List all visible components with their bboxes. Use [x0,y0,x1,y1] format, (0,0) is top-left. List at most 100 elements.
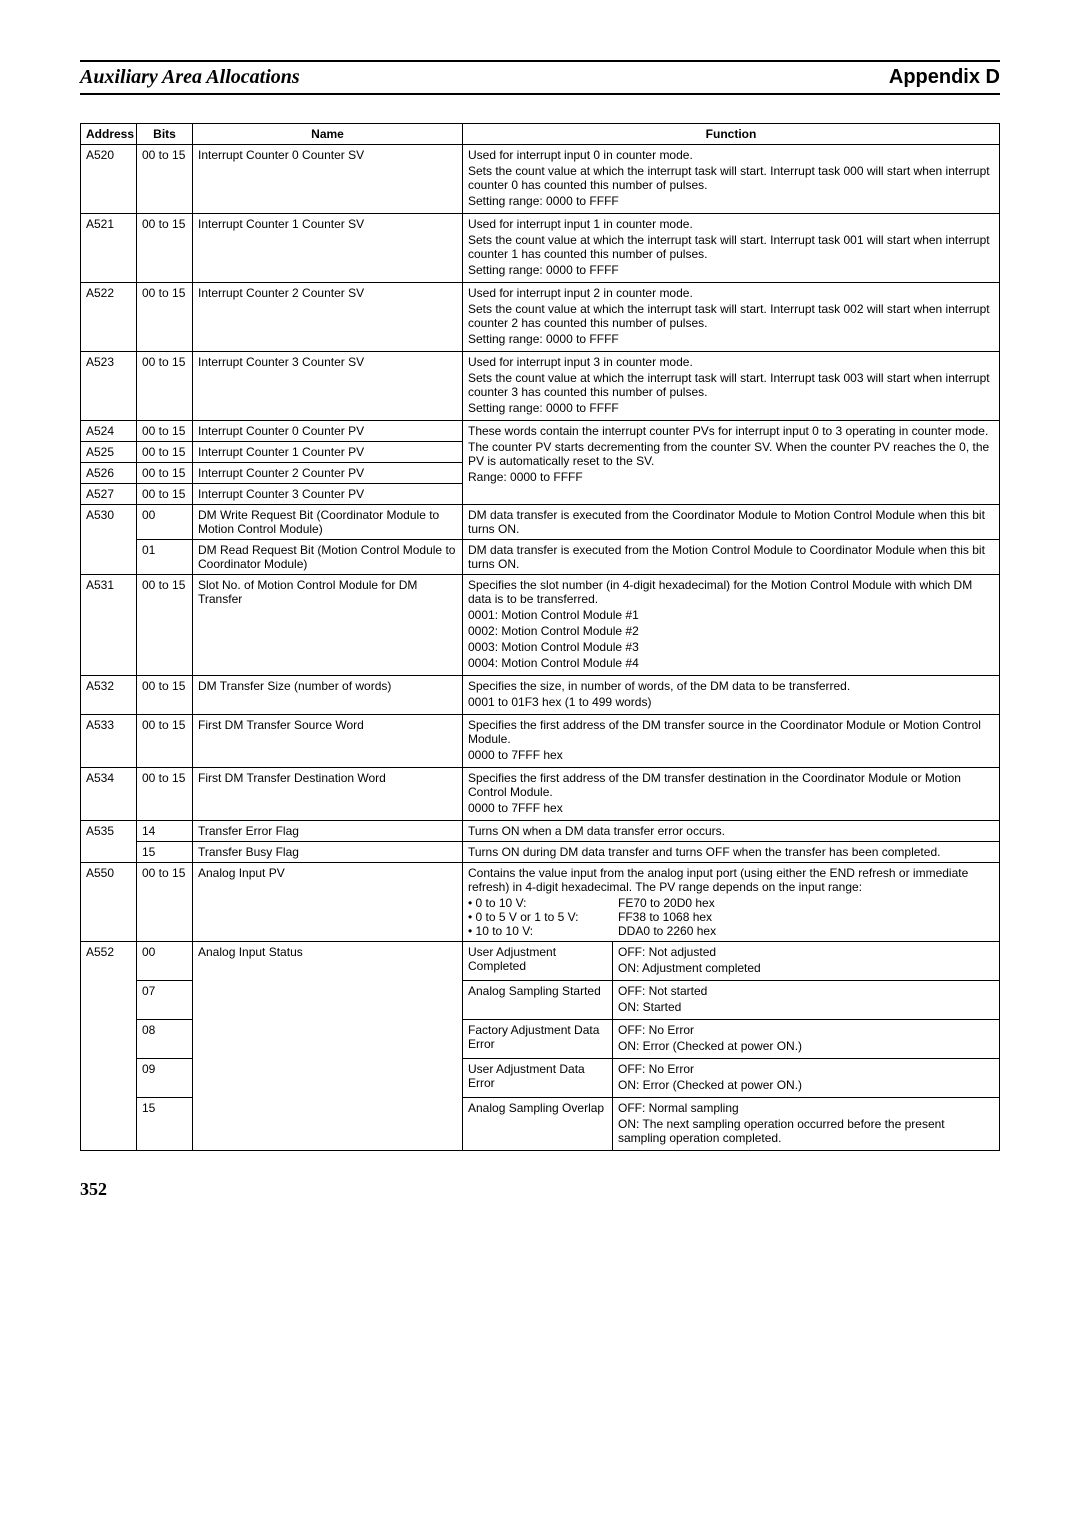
cell-bits: 08 [137,1020,193,1059]
cell-subfunction: User Adjustment Completed [463,942,613,981]
table-row: A534 00 to 15 First DM Transfer Destinat… [81,768,1000,821]
cell-bits: 00 to 15 [137,352,193,421]
cell-function: DM data transfer is executed from the Co… [463,505,1000,540]
range-row: • 10 to 10 V: DDA0 to 2260 hex [468,924,994,938]
table-header-row: Address Bits Name Function [81,124,1000,145]
cell-bits: 00 to 15 [137,442,193,463]
cell-address: A525 [81,442,137,463]
table-row: A523 00 to 15 Interrupt Counter 3 Counte… [81,352,1000,421]
func-line: Used for interrupt input 0 in counter mo… [468,148,994,162]
table-row: A522 00 to 15 Interrupt Counter 2 Counte… [81,283,1000,352]
func-line: Sets the count value at which the interr… [468,233,994,261]
table-row: A532 00 to 15 DM Transfer Size (number o… [81,676,1000,715]
cell-bits: 01 [137,540,193,575]
cell-address: A531 [81,575,137,676]
cell-bits: 14 [137,821,193,842]
cell-function: Specifies the size, in number of words, … [463,676,1000,715]
cell-name: Transfer Busy Flag [193,842,463,863]
state-off: OFF: No Error [618,1062,994,1076]
cell-name: Interrupt Counter 0 Counter SV [193,145,463,214]
cell-address: A524 [81,421,137,442]
func-line: Used for interrupt input 2 in counter mo… [468,286,994,300]
table-row: A552 00 Analog Input Status User Adjustm… [81,942,1000,981]
cell-name: Interrupt Counter 2 Counter PV [193,463,463,484]
state-off: OFF: Not adjusted [618,945,994,959]
cell-subfunction: Analog Sampling Started [463,981,613,1020]
cell-function: Specifies the slot number (in 4-digit he… [463,575,1000,676]
state-off: OFF: No Error [618,1023,994,1037]
cell-bits: 00 to 15 [137,463,193,484]
range-value: DDA0 to 2260 hex [618,924,716,938]
cell-name: Analog Input Status [193,942,463,1151]
cell-subfunction: Analog Sampling Overlap [463,1098,613,1151]
col-bits: Bits [137,124,193,145]
func-line: Sets the count value at which the interr… [468,302,994,330]
col-name: Name [193,124,463,145]
cell-bits: 00 to 15 [137,863,193,942]
cell-name: Interrupt Counter 2 Counter SV [193,283,463,352]
func-line: 0001 to 01F3 hex (1 to 499 words) [468,695,994,709]
func-line: 0000 to 7FFF hex [468,748,994,762]
func-line: Sets the count value at which the interr… [468,371,994,399]
func-line: Used for interrupt input 3 in counter mo… [468,355,994,369]
cell-state: OFF: Normal sampling ON: The next sampli… [613,1098,1000,1151]
func-line: Setting range: 0000 to FFFF [468,401,994,415]
state-off: OFF: Not started [618,984,994,998]
func-line: Setting range: 0000 to FFFF [468,194,994,208]
cell-state: OFF: No Error ON: Error (Checked at powe… [613,1020,1000,1059]
cell-name: Transfer Error Flag [193,821,463,842]
col-function: Function [463,124,1000,145]
cell-bits: 00 to 15 [137,484,193,505]
cell-address: A532 [81,676,137,715]
cell-bits: 00 to 15 [137,421,193,442]
cell-bits: 15 [137,842,193,863]
cell-function: Contains the value input from the analog… [463,863,1000,942]
range-label: • 10 to 10 V: [468,924,618,938]
func-line: Specifies the first address of the DM tr… [468,771,994,799]
cell-name: Interrupt Counter 1 Counter SV [193,214,463,283]
func-line: Sets the count value at which the interr… [468,164,994,192]
table-row: A535 14 Transfer Error Flag Turns ON whe… [81,821,1000,842]
cell-address: A520 [81,145,137,214]
allocations-table: Address Bits Name Function A520 00 to 15… [80,123,1000,1151]
cell-function: Used for interrupt input 3 in counter mo… [463,352,1000,421]
cell-name: Interrupt Counter 3 Counter SV [193,352,463,421]
func-line: 0002: Motion Control Module #2 [468,624,994,638]
func-line: Specifies the size, in number of words, … [468,679,994,693]
table-row: A521 00 to 15 Interrupt Counter 1 Counte… [81,214,1000,283]
range-value: FF38 to 1068 hex [618,910,712,924]
func-line: 0001: Motion Control Module #1 [468,608,994,622]
cell-function: Specifies the first address of the DM tr… [463,715,1000,768]
cell-function: These words contain the interrupt counte… [463,421,1000,505]
cell-name: Slot No. of Motion Control Module for DM… [193,575,463,676]
cell-bits: 07 [137,981,193,1020]
func-line: These words contain the interrupt counte… [468,424,994,438]
func-line: 0003: Motion Control Module #3 [468,640,994,654]
page-header: Auxiliary Area Allocations Appendix D [80,60,1000,95]
state-on: ON: Error (Checked at power ON.) [618,1039,994,1053]
range-value: FE70 to 20D0 hex [618,896,715,910]
table-row: 15 Transfer Busy Flag Turns ON during DM… [81,842,1000,863]
table-row: A524 00 to 15 Interrupt Counter 0 Counte… [81,421,1000,442]
func-line: Used for interrupt input 1 in counter mo… [468,217,994,231]
cell-address: A550 [81,863,137,942]
cell-bits: 00 [137,505,193,540]
cell-state: OFF: Not adjusted ON: Adjustment complet… [613,942,1000,981]
cell-name: Interrupt Counter 0 Counter PV [193,421,463,442]
page-number: 352 [80,1179,1000,1200]
range-row: • 0 to 10 V: FE70 to 20D0 hex [468,896,994,910]
range-row: • 0 to 5 V or 1 to 5 V: FF38 to 1068 hex [468,910,994,924]
table-row: A533 00 to 15 First DM Transfer Source W… [81,715,1000,768]
cell-name: Interrupt Counter 1 Counter PV [193,442,463,463]
cell-function: Used for interrupt input 1 in counter mo… [463,214,1000,283]
cell-address: A523 [81,352,137,421]
cell-address: A522 [81,283,137,352]
state-on: ON: Started [618,1000,994,1014]
cell-function: Used for interrupt input 2 in counter mo… [463,283,1000,352]
cell-state: OFF: Not started ON: Started [613,981,1000,1020]
func-line: Setting range: 0000 to FFFF [468,263,994,277]
func-line: Specifies the first address of the DM tr… [468,718,994,746]
cell-name: DM Read Request Bit (Motion Control Modu… [193,540,463,575]
cell-address: A527 [81,484,137,505]
cell-bits: 00 to 15 [137,214,193,283]
